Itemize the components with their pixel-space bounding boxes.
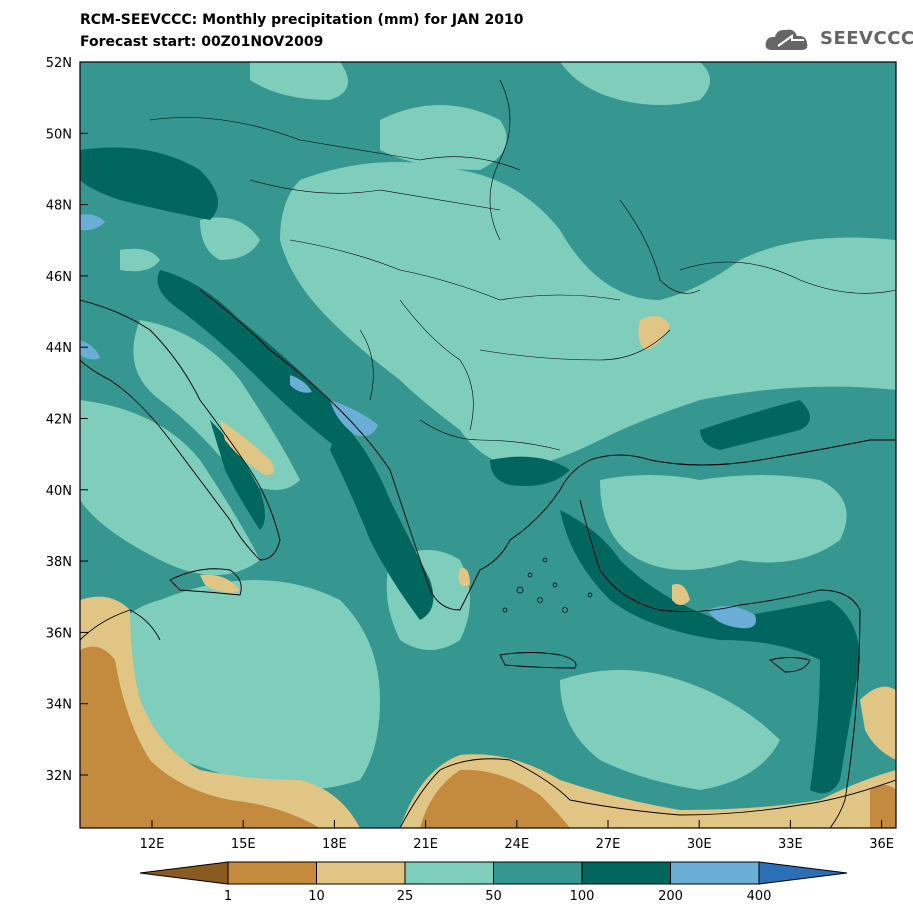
- lon-tick-label: 36E: [869, 837, 894, 852]
- lon-tick-label: 24E: [504, 837, 529, 852]
- field-200-400: [80, 214, 756, 629]
- cloud-icon: [765, 29, 808, 50]
- legend-swatch: [493, 861, 583, 885]
- legend-arrow-low: [139, 861, 229, 885]
- lon-tick-label: 33E: [778, 837, 803, 852]
- lat-tick-label: 42N: [46, 413, 72, 428]
- lon-tick-label: 27E: [596, 837, 621, 852]
- legend-swatch: [581, 861, 671, 885]
- legend-label: 50: [485, 889, 502, 904]
- field-1-10: [80, 646, 896, 828]
- legend-arrow-high: [758, 861, 848, 885]
- lat-tick-label: 46N: [46, 270, 72, 285]
- legend-label: 1: [224, 889, 232, 904]
- lon-tick-label: 15E: [231, 837, 256, 852]
- lon-tick-label: 12E: [140, 837, 165, 852]
- lat-tick-label: 40N: [46, 484, 72, 499]
- seevccc-logo: SEEVCCC: [764, 24, 913, 56]
- longitude-axis: 12E 15E 18E 21E 24E 27E 30E 33E 36E: [140, 820, 894, 852]
- lat-tick-label: 38N: [46, 555, 72, 570]
- map-title: RCM-SEEVCCC: Monthly precipitation (mm) …: [80, 12, 524, 28]
- lat-tick-label: 36N: [46, 626, 72, 641]
- legend-swatch: [227, 861, 317, 885]
- map-field: [80, 62, 896, 828]
- logo-text: SEEVCCC: [820, 28, 913, 49]
- legend-swatch: [404, 861, 494, 885]
- field-100-200: [80, 147, 860, 794]
- lon-tick-label: 30E: [687, 837, 712, 852]
- coastlines: [80, 289, 896, 828]
- legend-swatch: [316, 861, 406, 885]
- lat-tick-label: 52N: [46, 56, 72, 71]
- forecast-start-label: Forecast start: 00Z01NOV2009: [80, 34, 324, 50]
- legend-label: 100: [570, 889, 595, 904]
- lat-tick-label: 34N: [46, 698, 72, 713]
- legend-swatch: [670, 861, 760, 885]
- lat-tick-label: 48N: [46, 199, 72, 214]
- lon-tick-label: 21E: [413, 837, 438, 852]
- field-25-50: [80, 62, 896, 790]
- legend-label: 10: [308, 889, 325, 904]
- legend-label: 25: [397, 889, 414, 904]
- aegean-islands: [502, 557, 593, 613]
- legend-label: 200: [658, 889, 683, 904]
- lat-tick-label: 50N: [46, 127, 72, 142]
- lon-tick-label: 18E: [322, 837, 347, 852]
- colorbar-legend: 1 10 25 50 100 200 400: [139, 861, 848, 904]
- lat-tick-label: 32N: [46, 769, 72, 784]
- lat-tick-label: 44N: [46, 341, 72, 356]
- legend-label: 400: [747, 889, 772, 904]
- latitude-axis: 52N 50N 48N 46N 44N 42N 40N 38N 36N 34N 32N: [46, 56, 88, 784]
- map-frame: [79, 61, 897, 829]
- country-borders: [149, 79, 896, 451]
